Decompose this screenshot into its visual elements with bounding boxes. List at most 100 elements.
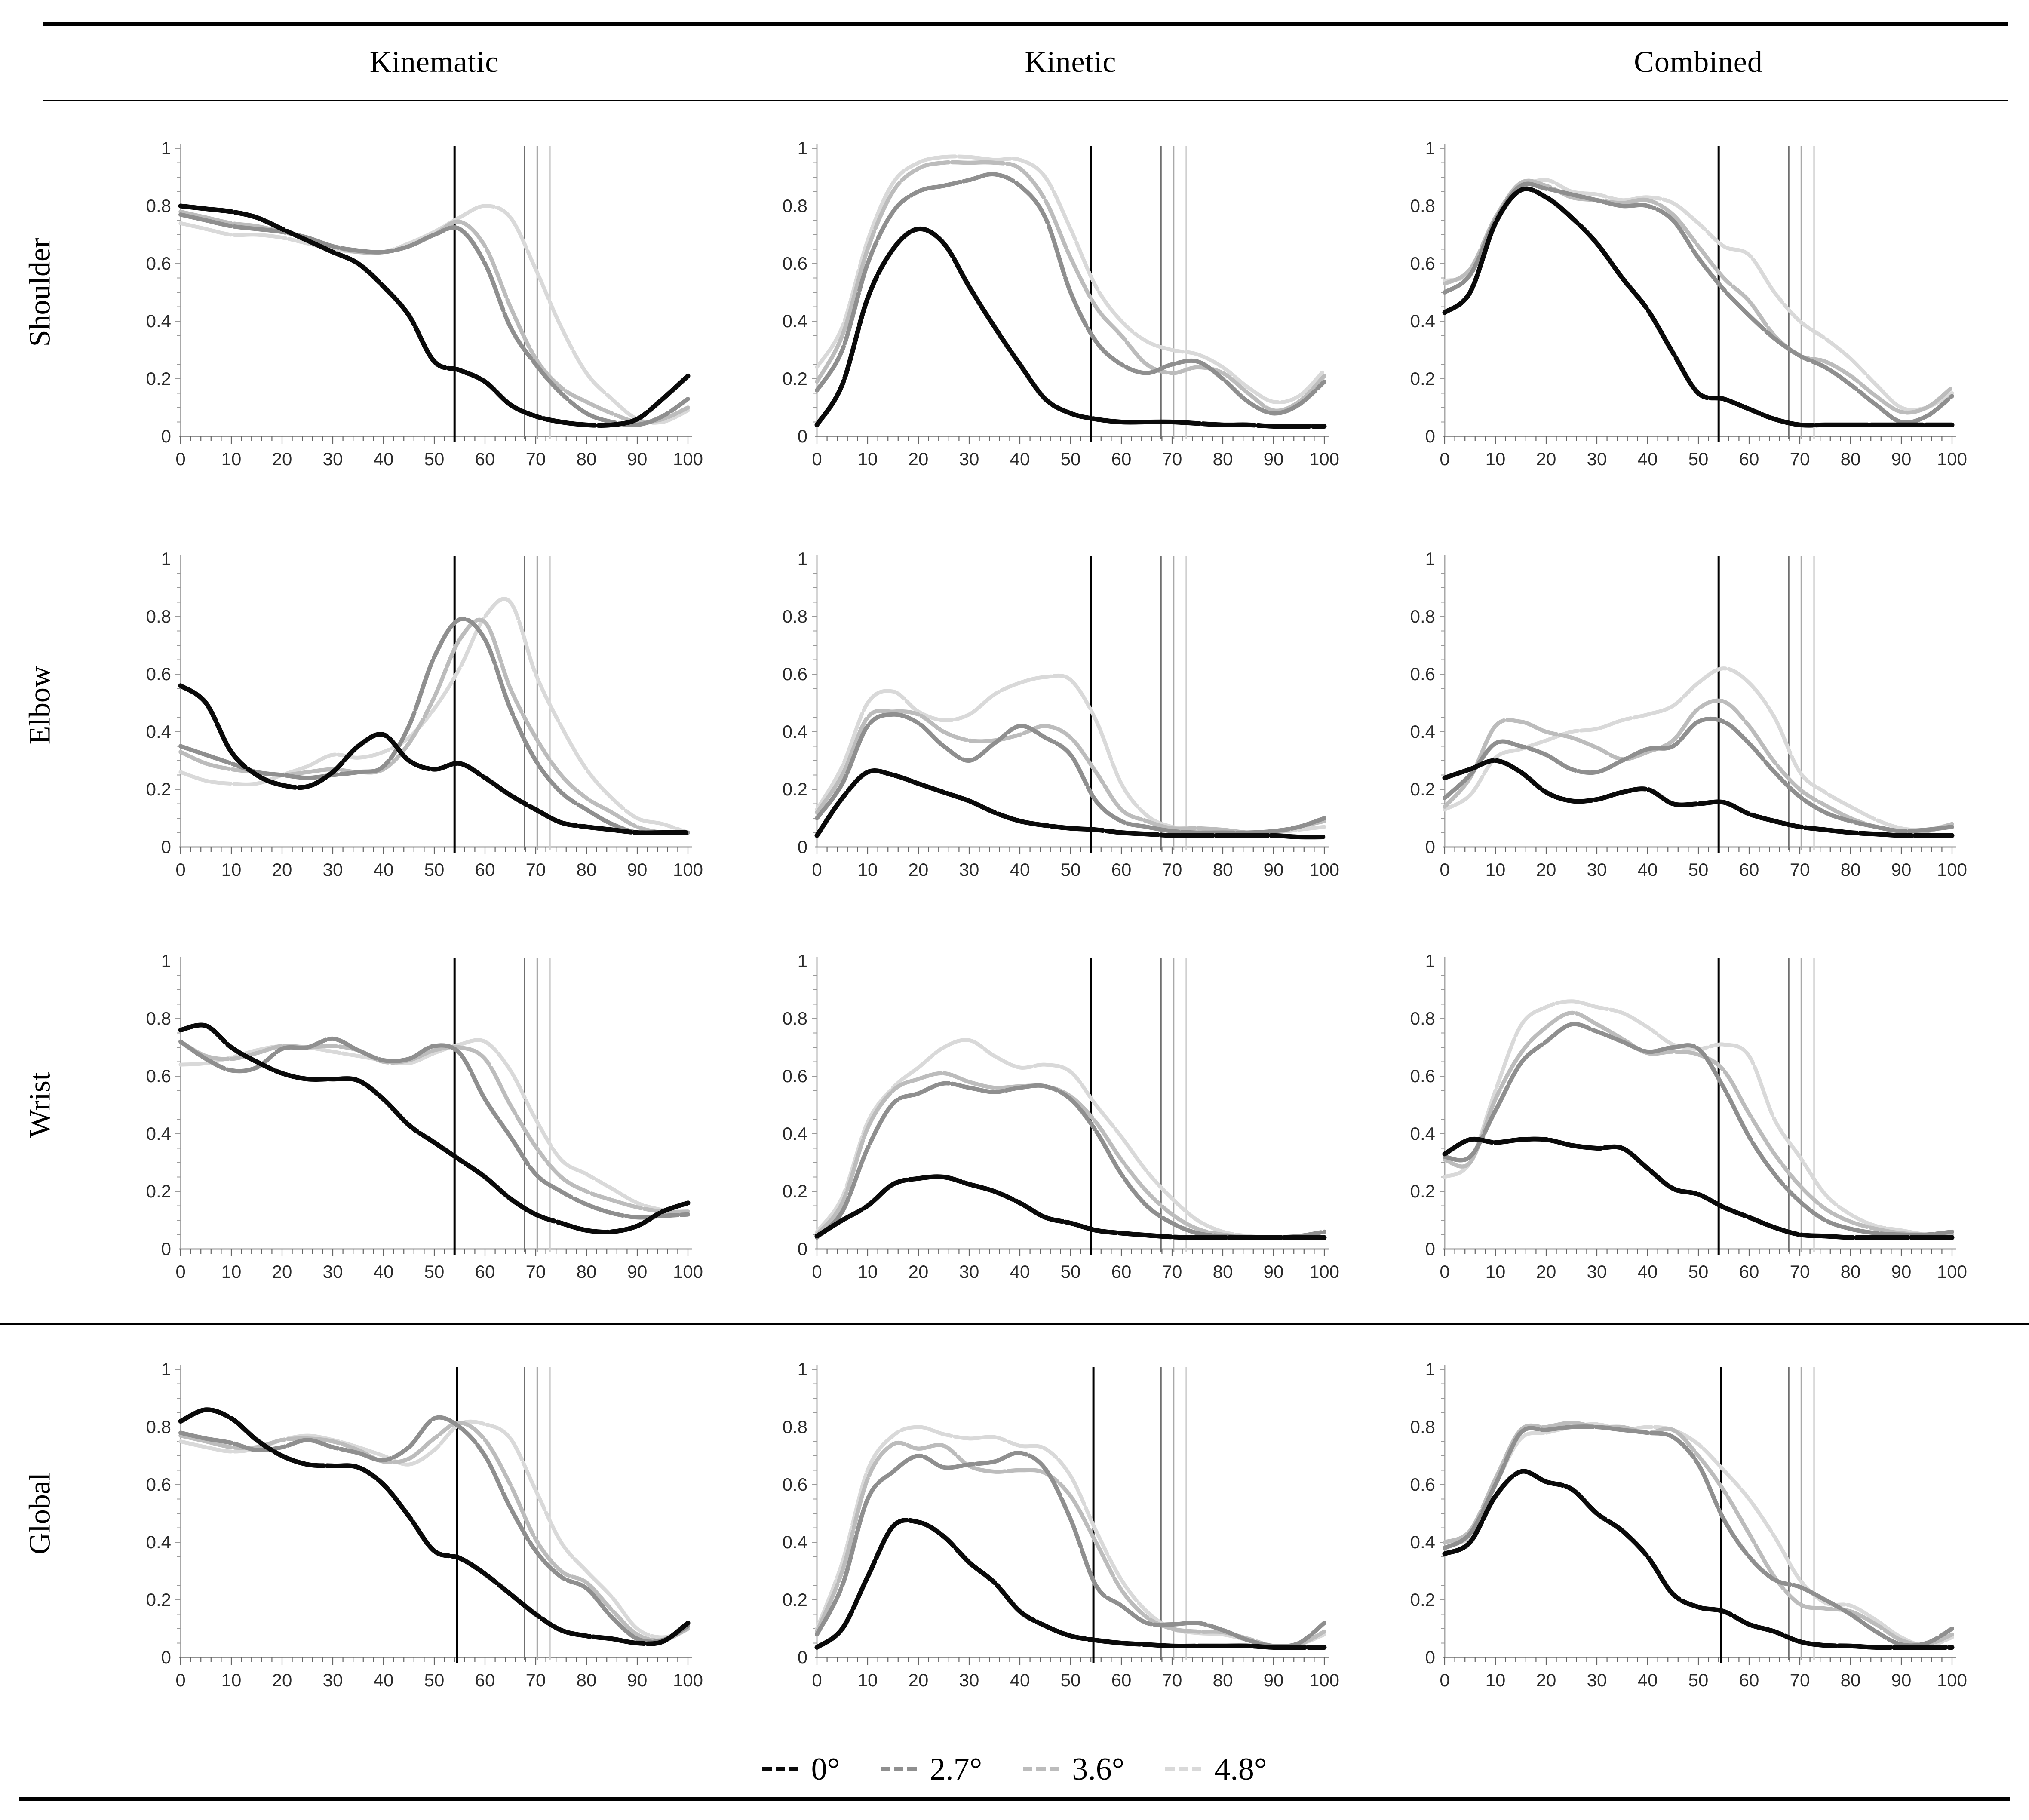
- legend-dash-line-icon: [762, 1767, 802, 1771]
- y-tick-label: 0.4: [783, 311, 807, 331]
- y-tick-label: 1: [1425, 1361, 1435, 1379]
- y-tick-label: 0.2: [1410, 1590, 1435, 1610]
- x-tick-label: 100: [673, 859, 703, 880]
- y-tick-label: 0: [798, 1647, 807, 1667]
- y-tick-label: 0.4: [783, 1123, 807, 1144]
- legend-label: 0°: [811, 1752, 840, 1787]
- x-tick-label: 60: [475, 1261, 495, 1282]
- y-tick-label: 0.8: [146, 1008, 171, 1028]
- legend-label: 2.7°: [930, 1752, 982, 1787]
- x-tick-label: 30: [323, 859, 343, 880]
- x-tick-label: 20: [909, 449, 929, 469]
- x-tick-label: 30: [1587, 1670, 1607, 1690]
- y-tick-label: 0.6: [783, 664, 807, 684]
- x-tick-label: 80: [1213, 1261, 1233, 1282]
- column-header-kinetic: Kinetic: [1025, 46, 1117, 79]
- series-line-4.8°: [815, 1038, 1326, 1240]
- chart-global-combined: 0 10 20 30 40 50 60 70 80 90 100 0 0.2 0.4 0.6 0.8 1: [1397, 1361, 1969, 1696]
- y-tick-label: 0.2: [146, 779, 171, 799]
- x-tick-label: 20: [909, 859, 929, 880]
- y-tick-label: 0.6: [1410, 664, 1435, 684]
- bottom-rule: [19, 1797, 2010, 1801]
- x-tick-label: 60: [1739, 859, 1759, 880]
- y-tick-label: 0.4: [146, 721, 171, 742]
- column-header-kinematic: Kinematic: [369, 46, 499, 79]
- x-tick-label: 20: [1536, 1670, 1556, 1690]
- x-tick-label: 30: [1587, 859, 1607, 880]
- x-tick-label: 10: [1486, 859, 1506, 880]
- section-divider-rule: [0, 1323, 2029, 1325]
- header-rule: [43, 100, 2008, 101]
- series-line-3.6°: [1443, 1421, 1954, 1647]
- series-line-3.6°: [178, 209, 690, 424]
- y-tick-label: 0.2: [1410, 368, 1435, 389]
- y-tick-label: 0.2: [783, 1590, 807, 1610]
- legend-label: 3.6°: [1072, 1752, 1125, 1787]
- column-header-combined: Combined: [1634, 46, 1763, 79]
- x-tick-label: 10: [858, 859, 878, 880]
- top-rule: [43, 22, 2008, 26]
- y-tick-label: 0: [798, 426, 807, 446]
- x-tick-label: 50: [424, 1670, 445, 1690]
- x-tick-label: 70: [1790, 1670, 1810, 1690]
- series-line-4.8°: [815, 1425, 1326, 1648]
- y-tick-label: 0: [1425, 426, 1435, 446]
- x-tick-label: 10: [221, 859, 242, 880]
- x-tick-label: 10: [1486, 1670, 1506, 1690]
- shoulder-combined-plot: 0 10 20 30 40 50 60 70 80 90 100 0 0.2 0.4 0.6 0.8 1: [1410, 140, 1967, 469]
- x-tick-label: 80: [1841, 449, 1861, 469]
- x-tick-label: 70: [526, 859, 546, 880]
- y-tick-label: 0.6: [783, 1474, 807, 1495]
- series-line-0°: [1442, 186, 1955, 428]
- x-tick-label: 80: [577, 1670, 597, 1690]
- x-tick-label: 70: [526, 1670, 546, 1690]
- x-tick-label: 0: [175, 1261, 185, 1282]
- x-tick-label: 60: [1111, 859, 1132, 880]
- x-tick-label: 30: [959, 449, 979, 469]
- y-tick-label: 0.4: [1410, 311, 1435, 331]
- x-tick-label: 100: [1309, 449, 1339, 469]
- x-tick-label: 50: [1688, 1261, 1709, 1282]
- x-tick-label: 0: [812, 1261, 822, 1282]
- x-tick-label: 20: [272, 859, 292, 880]
- legend-dash-line-icon: [881, 1767, 921, 1771]
- x-tick-label: 30: [323, 1670, 343, 1690]
- series-line-0°: [814, 226, 1327, 429]
- x-tick-label: 20: [909, 1261, 929, 1282]
- row-label-elbow: Elbow: [23, 666, 57, 745]
- y-tick-label: 0.2: [783, 1181, 807, 1201]
- y-tick-label: 0.6: [783, 253, 807, 273]
- y-tick-label: 0.4: [1410, 1123, 1435, 1144]
- x-tick-label: 100: [1937, 449, 1967, 469]
- x-tick-label: 0: [1440, 1670, 1449, 1690]
- y-tick-label: 0.8: [1410, 196, 1435, 216]
- y-tick-label: 0.6: [783, 1066, 807, 1086]
- shoulder-kinematic-plot: 0 10 20 30 40 50 60 70 80 90 100 0 0.2 0.4 0.6 0.8 1: [146, 140, 703, 469]
- x-tick-label: 60: [1111, 1261, 1132, 1282]
- x-tick-label: 0: [1440, 449, 1449, 469]
- y-tick-label: 1: [161, 952, 171, 971]
- x-tick-label: 10: [221, 1670, 242, 1690]
- wrist-combined-plot: 0 10 20 30 40 50 60 70 80 90 100 0 0.2 0.4 0.6 0.8 1: [1410, 952, 1967, 1282]
- chart-global-kinetic: 0 10 20 30 40 50 60 70 80 90 100 0 0.2 0.4 0.6 0.8 1: [770, 1361, 1341, 1696]
- series-line-0°: [814, 1518, 1327, 1650]
- y-tick-label: 0.8: [783, 1008, 807, 1028]
- y-tick-label: 0.8: [783, 196, 807, 216]
- x-tick-label: 100: [673, 1261, 703, 1282]
- y-tick-label: 0.8: [1410, 606, 1435, 626]
- x-tick-label: 80: [1841, 1261, 1861, 1282]
- x-tick-label: 70: [526, 1261, 546, 1282]
- y-tick-label: 0: [798, 837, 807, 857]
- series-line-4.8°: [178, 597, 690, 835]
- x-tick-label: 90: [1891, 1670, 1912, 1690]
- series-line-2.7°: [178, 617, 690, 835]
- y-tick-label: 0.4: [146, 311, 171, 331]
- y-tick-label: 1: [798, 1361, 807, 1379]
- series-line-0°: [178, 203, 691, 428]
- series-line-3.6°: [815, 160, 1326, 413]
- x-tick-label: 70: [526, 449, 546, 469]
- x-tick-label: 100: [673, 449, 703, 469]
- x-tick-label: 70: [1162, 449, 1182, 469]
- elbow-kinetic-plot: 0 10 20 30 40 50 60 70 80 90 100 0 0.2 0.4 0.6 0.8 1: [783, 550, 1339, 880]
